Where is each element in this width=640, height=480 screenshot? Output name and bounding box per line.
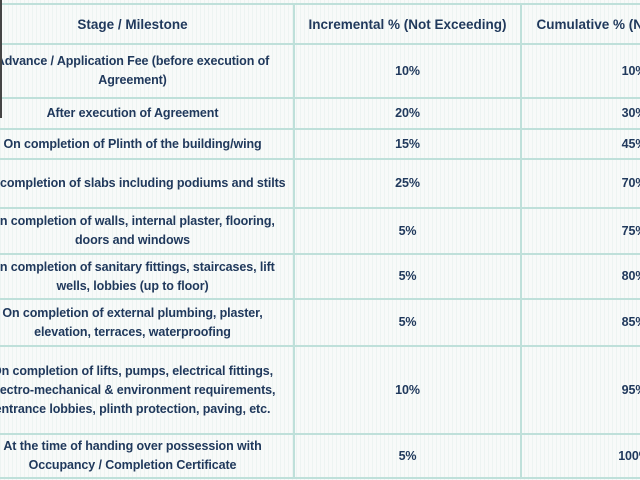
cumulative-cell: 85% [520, 298, 640, 347]
header-row: Stage / Milestone Incremental % (Not Exc… [0, 3, 640, 45]
cumulative-cell: 100% [520, 433, 640, 479]
incremental-cell: 10% [293, 43, 522, 99]
stage-cell: Advance / Application Fee (before execut… [0, 43, 295, 99]
stage-cell: On completion of walls, internal plaster… [0, 207, 295, 255]
table-row: After execution of Agreement 20% 30% [0, 97, 640, 130]
stage-cell: On completion of slabs including podiums… [0, 158, 295, 209]
cumulative-cell: 70% [520, 158, 640, 209]
stage-cell: After execution of Agreement [0, 97, 295, 130]
table-row: On completion of lifts, pumps, electrica… [0, 345, 640, 435]
incremental-cell: 5% [293, 207, 522, 255]
column-header-incremental-percent: Incremental % (Not Exceeding) [293, 3, 522, 45]
cumulative-cell: 80% [520, 253, 640, 300]
cumulative-cell: 75% [520, 207, 640, 255]
column-header-stage-milestone: Stage / Milestone [0, 3, 295, 45]
incremental-cell: 10% [293, 345, 522, 435]
table-row: On completion of external plumbing, plas… [0, 298, 640, 347]
stage-cell: At the time of handing over possession w… [0, 433, 295, 479]
incremental-cell: 5% [293, 253, 522, 300]
table-row: On completion of walls, internal plaster… [0, 207, 640, 255]
stage-cell: On completion of external plumbing, plas… [0, 298, 295, 347]
stage-cell: On completion of Plinth of the building/… [0, 128, 295, 160]
cumulative-cell: 10% [520, 43, 640, 99]
table-row: Advance / Application Fee (before execut… [0, 43, 640, 99]
column-header-cumulative-percent: Cumulative % (Not Exceeding) [520, 3, 640, 45]
cumulative-cell: 30% [520, 97, 640, 130]
incremental-cell: 5% [293, 298, 522, 347]
cropped-border-fragment [0, 0, 2, 118]
table-row: On completion of sanitary fittings, stai… [0, 253, 640, 300]
table-row: On completion of Plinth of the building/… [0, 128, 640, 160]
payment-milestone-table: Stage / Milestone Incremental % (Not Exc… [0, 3, 640, 479]
stage-cell: On completion of lifts, pumps, electrica… [0, 345, 295, 435]
stage-cell: On completion of sanitary fittings, stai… [0, 253, 295, 300]
table-row: At the time of handing over possession w… [0, 433, 640, 479]
incremental-cell: 15% [293, 128, 522, 160]
incremental-cell: 20% [293, 97, 522, 130]
cumulative-cell: 45% [520, 128, 640, 160]
incremental-cell: 5% [293, 433, 522, 479]
table-row: On completion of slabs including podiums… [0, 158, 640, 209]
incremental-cell: 25% [293, 158, 522, 209]
cumulative-cell: 95% [520, 345, 640, 435]
